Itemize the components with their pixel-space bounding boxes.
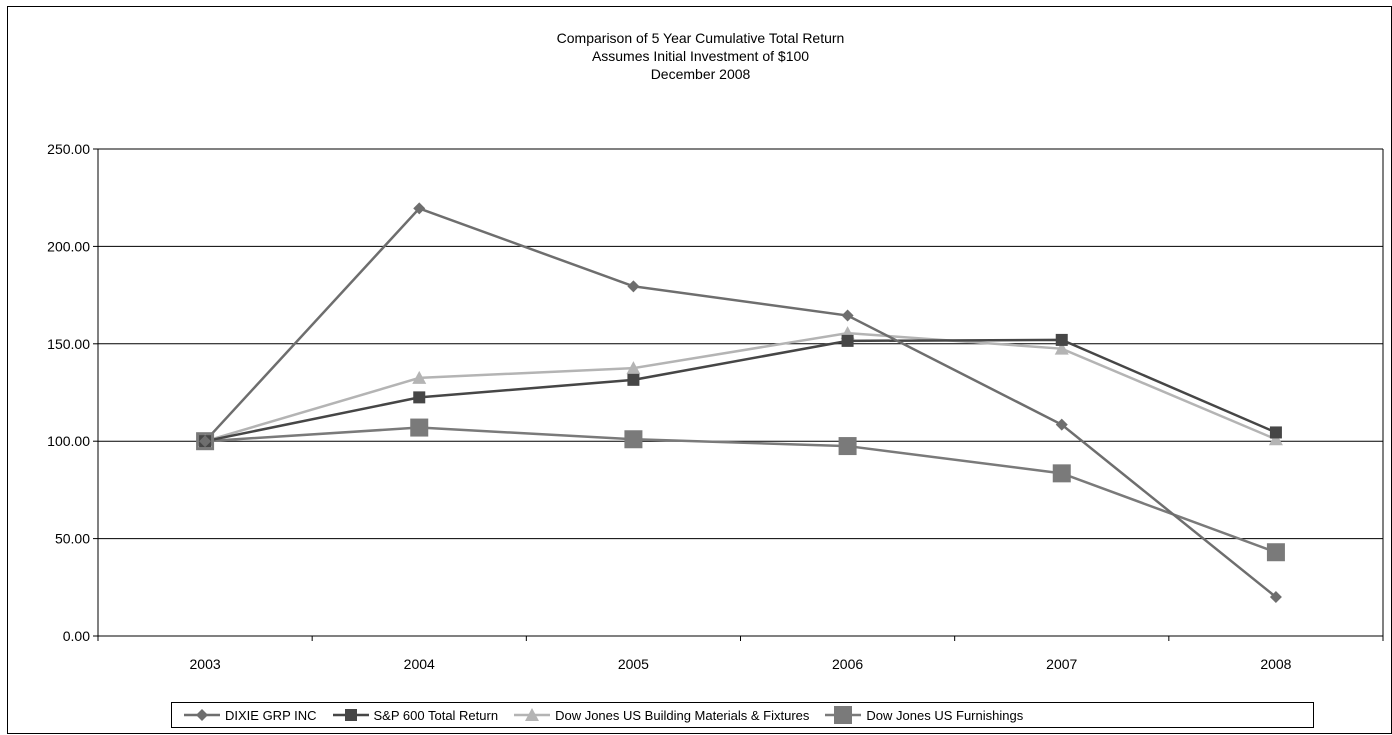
data-point-0 — [841, 309, 854, 322]
chart-subtitle: Assumes Initial Investment of $100 — [591, 48, 810, 64]
x-tick-label: 2004 — [404, 656, 435, 672]
data-point-3 — [410, 418, 429, 437]
legend-label: S&P 600 Total Return — [373, 707, 499, 723]
legend-swatch — [825, 706, 862, 724]
legend-swatch — [514, 708, 551, 721]
data-point-0 — [1269, 591, 1282, 604]
y-tick-label: 0.00 — [63, 628, 90, 644]
data-point-0 — [627, 280, 640, 293]
legend-item: Dow Jones US Furnishings — [823, 706, 1023, 724]
series-line-2 — [204, 331, 1277, 443]
series-line-1 — [204, 338, 1277, 443]
legend: DIXIE GRP INC S&P 600 Total Return Dow Jon… — [171, 702, 1314, 728]
data-point-3 — [1266, 543, 1285, 562]
legend-swatch — [184, 709, 220, 721]
y-tick-label: 100.00 — [47, 433, 90, 449]
legend-swatch-marker — [196, 709, 208, 721]
data-point-2 — [626, 361, 641, 375]
y-tick-label: 200.00 — [47, 238, 90, 254]
legend-swatch-marker — [834, 706, 853, 724]
data-point-3 — [1052, 464, 1071, 483]
x-tick-label: 2003 — [190, 656, 221, 672]
data-point-2 — [412, 370, 427, 384]
data-point-3 — [838, 437, 857, 456]
legend-item: Dow Jones US Building Materials & Fixtur… — [512, 706, 809, 724]
data-point-0 — [199, 435, 212, 448]
y-tick-label: 50.00 — [55, 531, 90, 547]
x-tick-label: 2007 — [1046, 656, 1077, 672]
data-point-2 — [1268, 432, 1283, 446]
legend-label: Dow Jones US Building Materials & Fixtur… — [555, 707, 810, 723]
data-point-0 — [413, 202, 426, 215]
data-point-0 — [1055, 418, 1068, 431]
series-line-3 — [205, 426, 1277, 554]
legend-swatch — [332, 709, 369, 721]
data-point-1 — [627, 373, 640, 386]
data-point-1 — [413, 391, 426, 404]
legend-swatch-marker — [525, 708, 540, 721]
data-point-2 — [1054, 341, 1069, 355]
legend-label: Dow Jones US Furnishings — [866, 707, 1024, 723]
legend-item: DIXIE GRP INC — [182, 706, 317, 724]
series-line-0 — [204, 206, 1277, 599]
plot-area: 0.00 50.00 100.00 150.00 200.00 250.00 2003 200… — [47, 141, 1384, 672]
legend-label: DIXIE GRP INC — [225, 707, 317, 723]
x-tick-label: 2008 — [1260, 656, 1291, 672]
data-point-1 — [1269, 426, 1282, 439]
chart-title: Comparison of 5 Year Cumulative Total Re… — [556, 30, 845, 46]
data-point-1 — [1055, 333, 1068, 346]
legend-swatch-marker — [344, 709, 357, 721]
chart-frame: Comparison of 5 Year Cumulative Total Re… — [7, 6, 1392, 734]
chart-date: December 2008 — [650, 66, 751, 82]
x-tick-label: 2006 — [832, 656, 863, 672]
x-tick-label: 2005 — [618, 656, 649, 672]
legend-item: S&P 600 Total Return — [331, 706, 499, 724]
y-tick-label: 250.00 — [47, 141, 90, 157]
data-point-3 — [624, 430, 643, 449]
y-tick-label: 150.00 — [47, 336, 90, 352]
data-point-1 — [841, 334, 854, 347]
